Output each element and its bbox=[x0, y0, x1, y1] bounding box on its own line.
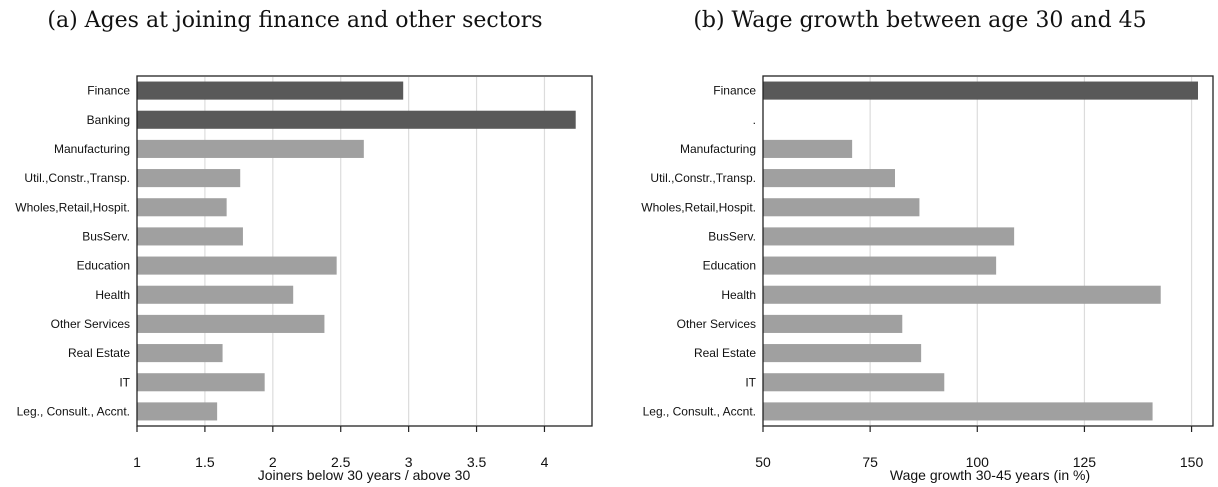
x-tick-label-b: 100 bbox=[966, 454, 990, 470]
bar-a bbox=[137, 139, 364, 158]
category-label-a: Wholes,Retail,Hospit. bbox=[15, 200, 130, 214]
chart-title-b: (b) Wage growth between age 30 and 45 bbox=[693, 8, 1146, 33]
panel-b: (b) Wage growth between age 30 and 45 Fin… bbox=[641, 8, 1214, 483]
category-label-b: Manufacturing bbox=[680, 142, 756, 156]
x-tick-label-b: 75 bbox=[862, 454, 878, 470]
bar-b bbox=[763, 81, 1198, 100]
category-label-b: Finance bbox=[713, 84, 756, 98]
bar-b bbox=[763, 139, 853, 158]
bar-b bbox=[763, 256, 997, 275]
category-label-a: Health bbox=[95, 288, 130, 302]
category-label-a: Other Services bbox=[51, 317, 130, 331]
bar-b bbox=[763, 198, 920, 217]
x-axis-label-b: Wage growth 30-45 years (in %) bbox=[890, 467, 1090, 483]
x-tick-label-a: 3.5 bbox=[467, 454, 487, 470]
bar-a bbox=[137, 314, 325, 333]
bar-a bbox=[137, 110, 576, 129]
category-label-a: Banking bbox=[87, 113, 130, 127]
bar-a bbox=[137, 227, 243, 246]
category-label-a: BusServ. bbox=[82, 229, 130, 243]
x-tick-label-b: 50 bbox=[755, 454, 771, 470]
x-tick-label-a: 2 bbox=[269, 454, 277, 470]
category-label-a: Real Estate bbox=[68, 346, 130, 360]
plot-frame-b bbox=[762, 75, 1214, 427]
bar-a bbox=[137, 198, 227, 217]
x-axis-label-a: Joiners below 30 years / above 30 bbox=[258, 467, 471, 483]
category-label-b: BusServ. bbox=[708, 229, 756, 243]
category-label-b: Other Services bbox=[677, 317, 756, 331]
bar-a bbox=[137, 285, 294, 304]
bar-b bbox=[763, 402, 1153, 421]
category-label-a: IT bbox=[119, 375, 130, 389]
bar-b bbox=[763, 373, 945, 392]
bar-a bbox=[137, 169, 241, 188]
x-tick-label-a: 3 bbox=[405, 454, 413, 470]
bar-b bbox=[763, 344, 922, 363]
bar-b bbox=[763, 314, 903, 333]
category-label-a: Util.,Constr.,Transp. bbox=[24, 171, 130, 185]
x-tick-label-a: 2.5 bbox=[331, 454, 351, 470]
bar-a bbox=[137, 402, 218, 421]
category-label-b: Education bbox=[703, 259, 756, 273]
x-tick-label-b: 150 bbox=[1180, 454, 1204, 470]
category-label-b: Wholes,Retail,Hospit. bbox=[641, 200, 756, 214]
bar-a bbox=[137, 256, 337, 275]
bar-a bbox=[137, 344, 223, 363]
plot-frame-a bbox=[136, 75, 593, 427]
category-label-a: Education bbox=[77, 259, 130, 273]
category-label-b: Real Estate bbox=[694, 346, 756, 360]
category-label-b: Leg., Consult., Accnt. bbox=[643, 404, 756, 418]
category-label-b: Health bbox=[721, 288, 756, 302]
bar-b bbox=[763, 227, 1015, 246]
panel-a: (a) Ages at joining finance and other se… bbox=[15, 8, 593, 483]
category-label-a: Leg., Consult., Accnt. bbox=[17, 404, 130, 418]
x-tick-label-a: 1 bbox=[133, 454, 141, 470]
x-tick-label-a: 1.5 bbox=[195, 454, 215, 470]
x-tick-label-a: 4 bbox=[541, 454, 549, 470]
bar-a bbox=[137, 373, 265, 392]
chart-title-a: (a) Ages at joining finance and other se… bbox=[47, 8, 542, 33]
category-label-a: Manufacturing bbox=[54, 142, 130, 156]
bar-b bbox=[763, 169, 895, 188]
category-label-b: . bbox=[753, 113, 756, 127]
category-label-b: Util.,Constr.,Transp. bbox=[650, 171, 756, 185]
bar-b bbox=[763, 285, 1161, 304]
bar-a bbox=[137, 81, 404, 100]
category-label-a: Finance bbox=[87, 84, 130, 98]
x-tick-label-b: 125 bbox=[1073, 454, 1097, 470]
category-label-b: IT bbox=[745, 375, 756, 389]
